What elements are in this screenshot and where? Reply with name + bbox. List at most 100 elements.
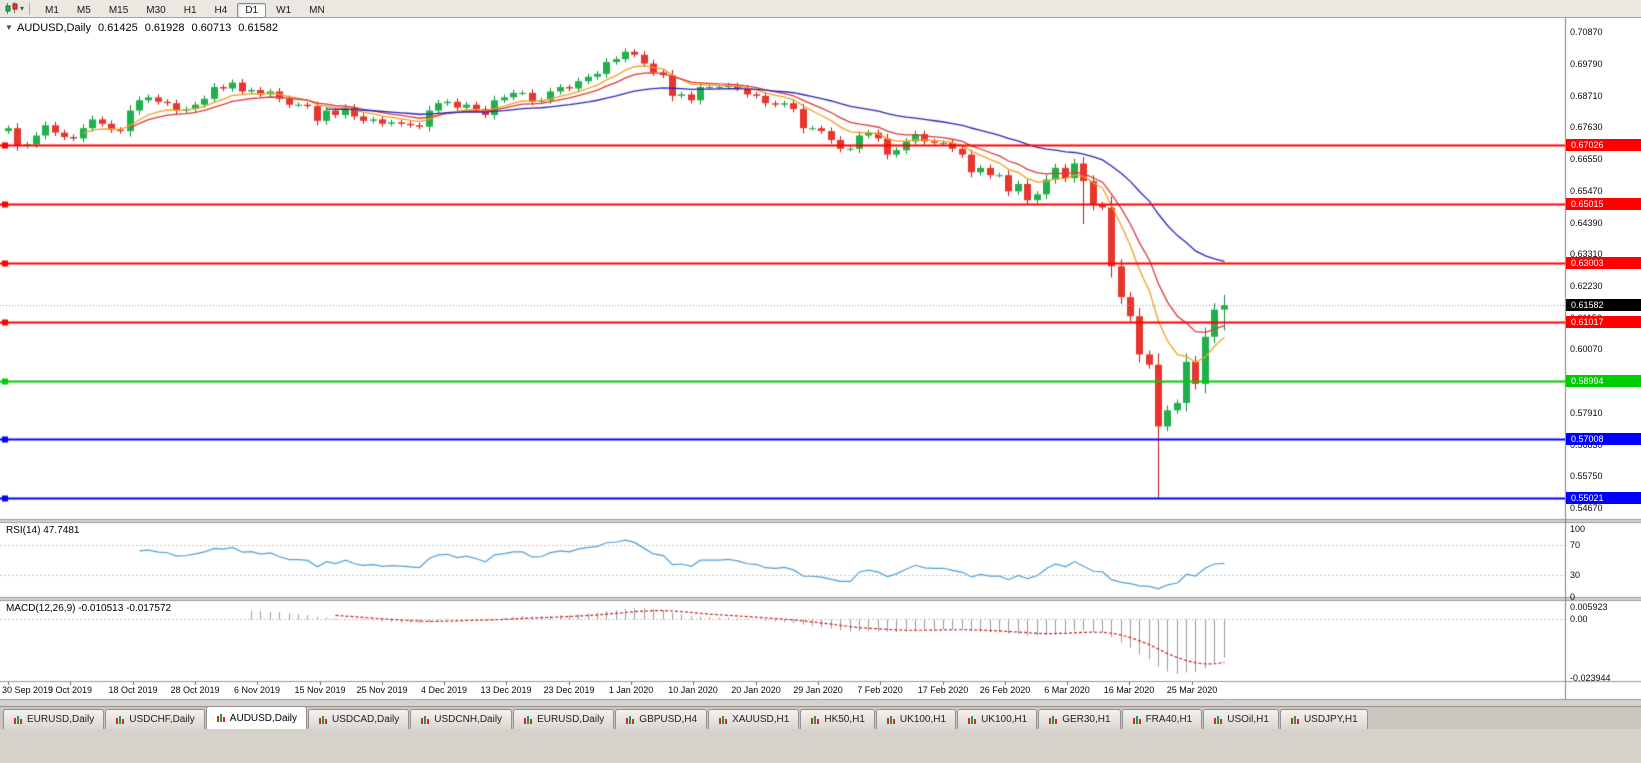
tab-chart-icon: [1132, 715, 1142, 725]
chart-tab-1-usdchf-daily[interactable]: USDCHF,Daily: [105, 709, 205, 729]
timeframe-button-m15[interactable]: M15: [108, 4, 129, 16]
tab-chart-icon: [625, 715, 635, 725]
tab-label: UK100,H1: [899, 714, 947, 725]
price-axis-label: 0.57910: [1570, 408, 1603, 418]
toolbar-dropdown-caret-icon[interactable]: ▾: [20, 4, 25, 13]
chart-tab-3-usdcad-daily[interactable]: USDCAD,Daily: [308, 709, 410, 729]
tab-chart-icon: [318, 715, 328, 725]
date-axis-label: 20 Jan 2020: [731, 685, 781, 695]
chart-tab-4-usdcnh-daily[interactable]: USDCNH,Daily: [410, 709, 513, 729]
timeframe-button-m1[interactable]: M1: [45, 4, 59, 16]
price-axis-label: 0.69790: [1570, 59, 1603, 69]
price-axis-label: 0.67630: [1570, 122, 1603, 132]
chart-tab-12-fra40-h1[interactable]: FRA40,H1: [1121, 709, 1203, 729]
macd-indicator-label: MACD(12,26,9) -0.010513 -0.017572: [6, 603, 172, 614]
tab-chart-icon: [13, 715, 23, 725]
rsi-axis-label: 100: [1570, 524, 1586, 534]
tab-chart-icon: [886, 715, 896, 725]
tab-chart-icon: [810, 715, 820, 725]
tab-label: USDCNH,Daily: [434, 714, 503, 725]
tab-chart-icon: [420, 715, 430, 725]
tab-chart-icon: [967, 715, 977, 725]
tab-label: EURUSD,Daily: [537, 714, 605, 725]
macd-axis-label: 0.005923: [1570, 602, 1608, 612]
tab-label: USDCHF,Daily: [129, 714, 195, 725]
rsi-indicator-label: RSI(14) 47.7481: [6, 525, 80, 536]
price-axis-label: 0.64390: [1570, 218, 1603, 228]
toolbar-separator: [29, 2, 31, 15]
date-axis-label: 4 Dec 2019: [420, 685, 468, 695]
date-axis-label: 10 Jan 2020: [668, 685, 718, 695]
date-axis-label: 17 Feb 2020: [917, 685, 969, 695]
price-axis-label: 0.56830: [1570, 440, 1603, 450]
date-axis-label: 13 Dec 2019: [480, 685, 532, 695]
date-axis-label: 6 Mar 2020: [1044, 685, 1090, 695]
tab-chart-icon: [1048, 715, 1058, 725]
ohlc-high: 0.61928: [144, 22, 185, 34]
timeframe-button-m30[interactable]: M30: [146, 4, 166, 16]
chart-tab-14-usdjpy-h1[interactable]: USDJPY,H1: [1279, 709, 1368, 729]
tab-label: EURUSD,Daily: [27, 714, 95, 725]
date-axis-label: 25 Mar 2020: [1166, 685, 1218, 695]
price-axis-label: 0.62230: [1570, 281, 1603, 291]
timeframe-button-mn[interactable]: MN: [309, 4, 325, 16]
chart-tab-10-uk100-h1[interactable]: UK100,H1: [957, 709, 1038, 729]
tab-chart-icon: [523, 715, 533, 725]
chart-tab-9-uk100-h1[interactable]: UK100,H1: [875, 709, 957, 729]
date-axis-label: 29 Jan 2020: [793, 685, 843, 695]
level-price-badge: 0.55021: [1566, 492, 1641, 504]
tab-chart-icon: [1213, 715, 1223, 725]
date-axis-label: 15 Nov 2019: [294, 685, 346, 695]
timeframe-button-h4[interactable]: H4: [214, 4, 228, 16]
date-axis-label: 28 Oct 2019: [170, 685, 220, 695]
chart-tab-7-xauusd-h1[interactable]: XAUUSD,H1: [708, 709, 800, 729]
date-axis-label: 16 Mar 2020: [1103, 685, 1155, 695]
chart-tab-13-usoil-h1[interactable]: USOil,H1: [1203, 709, 1279, 729]
price-axis-label: 0.66550: [1570, 154, 1603, 164]
timeframe-button-w1[interactable]: W1: [276, 4, 292, 16]
tab-label: AUDUSD,Daily: [229, 712, 298, 724]
one-click-trading-arrow-icon[interactable]: ▼: [5, 23, 13, 32]
chart-tab-11-ger30-h1[interactable]: GER30,H1: [1038, 709, 1121, 729]
timeframe-toolbar: ▾ M1 M5 M15 M30 H1 H4 D1 W1 MN: [0, 0, 1641, 18]
level-price-badge: 0.67026: [1566, 139, 1641, 151]
price-axis-label: 0.68710: [1570, 91, 1603, 101]
tab-label: UK100,H1: [981, 714, 1028, 725]
timeframe-button-d1[interactable]: D1: [237, 2, 267, 18]
chart-tab-8-hk50-h1[interactable]: HK50,H1: [800, 709, 875, 729]
current-price-badge: 0.61582: [1566, 299, 1641, 311]
level-price-badge: 0.58994: [1566, 375, 1641, 387]
timeframe-button-m5[interactable]: M5: [76, 4, 91, 16]
date-axis-label: 1 Jan 2020: [608, 685, 654, 695]
tab-label: FRA40,H1: [1145, 714, 1193, 725]
macd-axis-label: -0.023944: [1570, 673, 1611, 683]
chart-tab-5-eurusd-daily[interactable]: EURUSD,Daily: [513, 709, 615, 729]
timeframe-button-h1[interactable]: H1: [183, 4, 197, 16]
tab-label: USDJPY,H1: [1303, 714, 1358, 725]
price-axis-label: 0.63310: [1570, 249, 1603, 259]
ohlc-close: 0.61582: [238, 22, 279, 34]
chart-type-icon[interactable]: [4, 2, 19, 15]
tab-chart-icon: [1290, 715, 1300, 725]
date-axis-label: 18 Oct 2019: [108, 685, 158, 695]
chart-title: AUDUSD,Daily 0.61425 0.61928 0.60713 0.61582: [17, 22, 285, 34]
chart-tab-0-eurusd-daily[interactable]: EURUSD,Daily: [3, 709, 105, 729]
chart-tab-bar: EURUSD,Daily USDCHF,Daily AUDUSD,Daily USDC…: [0, 706, 1641, 729]
rsi-axis-label: 30: [1570, 570, 1581, 580]
date-axis-label: 9 Oct 2019: [47, 685, 93, 695]
tab-label: GER30,H1: [1062, 714, 1111, 725]
macd-axis-label: 0.00: [1570, 614, 1588, 624]
level-price-badge: 0.63003: [1566, 257, 1641, 269]
price-axis-label: 0.54670: [1570, 503, 1603, 513]
ohlc-open: 0.61425: [97, 22, 138, 34]
date-axis-label: 6 Nov 2019: [233, 685, 281, 695]
tab-label: USOil,H1: [1227, 714, 1269, 725]
date-axis-label: 23 Dec 2019: [543, 685, 595, 695]
timeframe-buttons-group: M1 M5 M15 M30 H1 H4 D1 W1 MN: [36, 0, 334, 18]
level-price-badge: 0.61017: [1566, 316, 1641, 328]
price-axis-label: 0.55750: [1570, 471, 1603, 481]
chart-tab-2-audusd-daily[interactable]: AUDUSD,Daily: [205, 706, 308, 729]
chart-tab-6-gbpusd-h4[interactable]: GBPUSD,H4: [615, 709, 708, 729]
